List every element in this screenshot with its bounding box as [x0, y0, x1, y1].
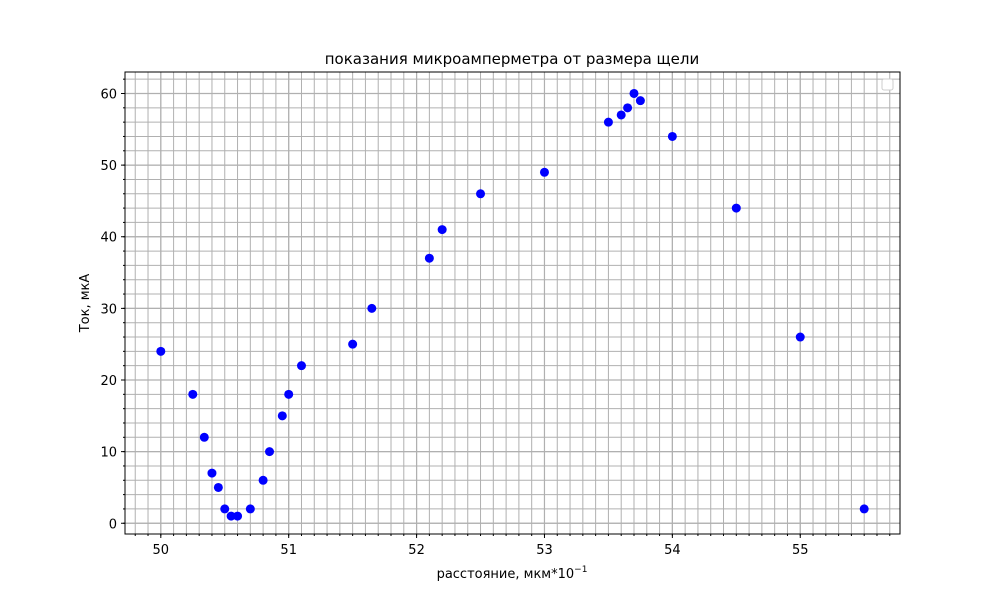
- x-axis-label-superscript: −1: [574, 565, 587, 575]
- data-point: [213, 482, 223, 492]
- data-point: [258, 475, 268, 485]
- data-point: [226, 511, 236, 521]
- data-point: [603, 117, 613, 127]
- data-point: [265, 447, 275, 457]
- y-tick-label: 10: [100, 446, 117, 461]
- x-axis-ticks: 50 51 52 53 54 55: [134, 534, 891, 558]
- data-point: [795, 332, 805, 342]
- data-point: [635, 96, 645, 106]
- data-point: [629, 88, 639, 98]
- data-point: [616, 110, 626, 120]
- data-point: [233, 511, 243, 521]
- data-point: [348, 339, 358, 349]
- y-axis-label: Ток, мкА: [78, 274, 93, 334]
- data-point: [220, 504, 230, 514]
- y-axis-ticks: 0 10 20 30 40 50 60: [100, 78, 125, 532]
- x-tick-label: 54: [664, 543, 681, 558]
- x-tick-label: 50: [153, 543, 170, 558]
- major-grid: [125, 72, 900, 534]
- y-tick-label: 50: [100, 159, 117, 174]
- y-tick-label: 40: [100, 231, 117, 246]
- data-point: [539, 167, 549, 177]
- minor-grid: [125, 72, 900, 534]
- data-point: [623, 103, 633, 113]
- x-tick-label: 52: [408, 543, 425, 558]
- y-tick-label: 60: [100, 87, 117, 102]
- data-points: [156, 88, 869, 521]
- plot-frame: [124, 71, 901, 535]
- y-tick-label: 30: [100, 302, 117, 317]
- y-tick-label: 20: [100, 374, 117, 389]
- data-point: [277, 411, 287, 421]
- y-tick-label: 0: [109, 517, 117, 532]
- x-axis-label-text: расстояние, мкм*10: [437, 567, 575, 582]
- chart-title: показания микроамперметра от размера щел…: [325, 50, 700, 68]
- data-point: [207, 468, 217, 478]
- data-point: [188, 389, 198, 399]
- data-point: [667, 131, 677, 141]
- data-point: [859, 504, 869, 514]
- data-point: [476, 189, 486, 199]
- data-point: [731, 203, 741, 213]
- data-point: [199, 432, 209, 442]
- x-tick-label: 53: [536, 543, 553, 558]
- data-point: [245, 504, 255, 514]
- legend-box: [881, 78, 894, 91]
- data-point: [156, 346, 166, 356]
- x-axis-label: расстояние, мкм*10−1: [437, 565, 588, 582]
- data-point: [284, 389, 294, 399]
- x-tick-label: 55: [792, 543, 809, 558]
- data-point: [296, 361, 306, 371]
- data-point: [424, 253, 434, 263]
- data-point: [367, 303, 377, 313]
- data-point: [437, 225, 447, 235]
- x-tick-label: 51: [280, 543, 297, 558]
